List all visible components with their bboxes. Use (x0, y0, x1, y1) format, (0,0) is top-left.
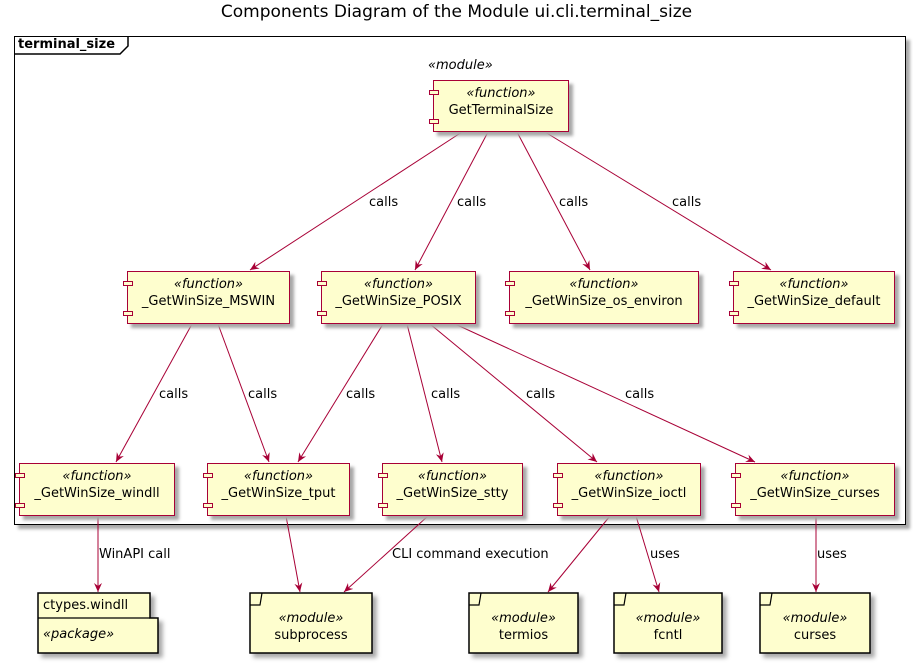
edge-label-winapi: WinAPI call (99, 547, 171, 562)
module-name: termios (498, 628, 549, 643)
component-stty: «function» _GetWinSize_stty (378, 463, 523, 516)
stereotype-label: «function» (62, 469, 132, 484)
module-stereotype: «module» (428, 58, 493, 73)
component-name: _GetWinSize_windll (34, 486, 160, 501)
module-name: curses (793, 628, 837, 643)
edge-get-posix (414, 131, 489, 271)
stereotype-label: «function» (569, 277, 639, 292)
edge-label-uses: uses (817, 547, 847, 562)
edge-label-calls: calls (457, 195, 487, 210)
module-termios: «module» termios (469, 610, 578, 650)
stereotype-label: «function» (173, 277, 244, 292)
edge-posix-stty (406, 323, 444, 463)
frame-label: terminal_size (18, 37, 116, 52)
module-subprocess: «module» subprocess (250, 610, 372, 650)
component-posix: «function» _GetWinSize_POSIX (317, 271, 476, 324)
module-name: fcntl (653, 628, 683, 643)
edge-get-mswin (249, 131, 463, 271)
edge-label-calls: calls (159, 387, 189, 402)
stereotype-label: «function» (243, 469, 314, 484)
edge-label-calls: calls (526, 387, 556, 402)
edge-tput-subprocess (285, 515, 303, 593)
stereotype-label: «function» (780, 469, 850, 484)
stereotype-label: «function» (594, 469, 664, 484)
stereotype-label: «module» (782, 611, 848, 626)
component-name: _GetWinSize_default (747, 294, 881, 309)
edge-label-uses: uses (650, 547, 680, 562)
component-windll: «function» _GetWinSize_windll (15, 463, 175, 516)
edge-mswin-tput (217, 323, 270, 463)
package-ctypes-name: ctypes.windll (43, 598, 129, 613)
component-name: _GetWinSize_stty (396, 486, 509, 501)
stereotype-label: «module» (491, 611, 556, 626)
component-name: _GetWinSize_tput (221, 486, 336, 501)
component-mswin: «function» _GetWinSize_MSWIN (123, 271, 290, 324)
component-os-environ: «function» _GetWinSize_os_environ (505, 271, 699, 324)
edge-get-osenv (516, 131, 591, 271)
stereotype-label: «function» (417, 469, 488, 484)
component-get-terminal-size: «function» GetTerminalSize (429, 80, 569, 132)
edge-label-calls: calls (369, 195, 399, 210)
component-name: _GetWinSize_ioctl (571, 486, 687, 501)
edge-ioctl-fcntl (635, 515, 661, 593)
stereotype-label: «module» (635, 611, 701, 626)
stereotype-label: «module» (278, 611, 344, 626)
edge-label-calls: calls (559, 195, 589, 210)
edge-get-default (544, 131, 772, 271)
edge-stty-subprocess (343, 515, 429, 593)
component-ioctl: «function» _GetWinSize_ioctl (553, 463, 701, 516)
module-curses: «module» curses (760, 610, 870, 650)
package-stereotype: «package» (43, 627, 115, 642)
diagram-title: Components Diagram of the Module ui.cli.… (220, 2, 693, 22)
edge-mswin-windll (115, 323, 193, 463)
component-curses-function: «function» _GetWinSize_curses (731, 463, 895, 516)
component-default: «function» _GetWinSize_default (729, 271, 895, 324)
edge-posix-tput (297, 323, 384, 463)
edge-label-cli: CLI command execution (392, 547, 549, 562)
component-name: _GetWinSize_POSIX (335, 294, 462, 309)
component-tput: «function» _GetWinSize_tput (203, 463, 350, 516)
edge-label-calls: calls (248, 387, 278, 402)
component-name: _GetWinSize_curses (750, 486, 880, 501)
edge-label-calls: calls (431, 387, 461, 402)
edge-posix-curses (454, 323, 756, 463)
edge-posix-ioctl (429, 323, 598, 463)
module-fcntl: «module» fcntl (614, 610, 722, 650)
module-name: subprocess (274, 628, 348, 643)
stereotype-label: «function» (779, 277, 849, 292)
component-name: _GetWinSize_MSWIN (141, 294, 276, 309)
stereotype-label: «function» (363, 277, 434, 292)
stereotype-label: «function» (466, 86, 536, 101)
component-name: GetTerminalSize (448, 103, 554, 118)
component-name: _GetWinSize_os_environ (525, 294, 683, 309)
edge-label-calls: calls (672, 195, 702, 210)
edge-label-calls: calls (346, 387, 376, 402)
package-ctypes-shape (37, 592, 159, 654)
edge-ioctl-termios (547, 515, 611, 593)
edge-label-calls: calls (625, 387, 655, 402)
